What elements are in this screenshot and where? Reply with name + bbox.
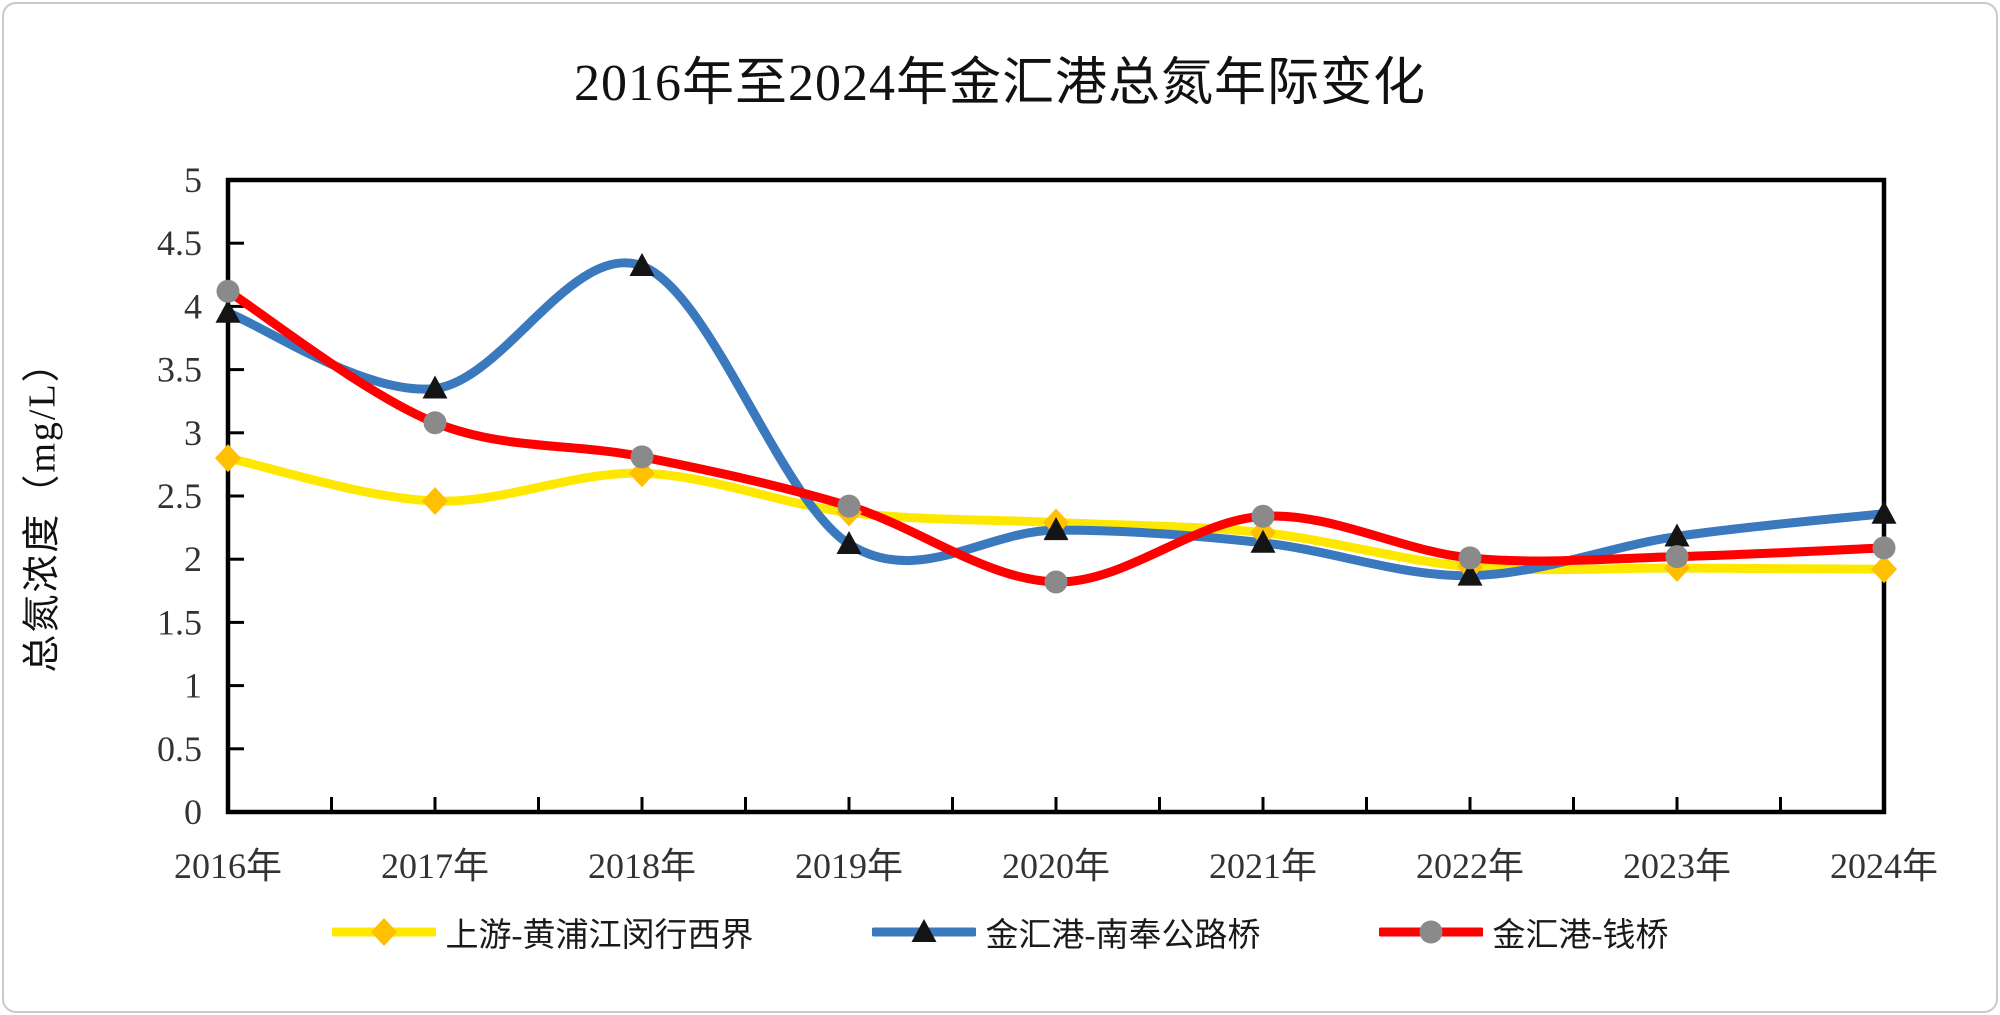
circle-marker bbox=[1458, 546, 1482, 570]
triangle-marker bbox=[1664, 523, 1690, 547]
triangle-marker bbox=[1871, 500, 1897, 524]
circle-marker bbox=[630, 445, 654, 469]
x-tick-label: 2023年 bbox=[1623, 846, 1731, 886]
y-tick-label: 2.5 bbox=[157, 476, 202, 516]
legend-item: 金汇港-南奉公路桥 bbox=[871, 908, 1261, 956]
diamond-marker bbox=[1871, 555, 1897, 584]
legend-swatch-diamond bbox=[331, 918, 436, 946]
triangle-marker bbox=[1043, 517, 1069, 541]
x-tick-label: 2019年 bbox=[795, 846, 903, 886]
x-tick-label: 2022年 bbox=[1416, 846, 1524, 886]
y-tick-label: 1 bbox=[184, 666, 202, 706]
triangle-marker bbox=[422, 375, 448, 399]
y-tick-label: 3 bbox=[184, 413, 202, 453]
y-tick-label: 3.5 bbox=[157, 350, 202, 390]
diamond-marker bbox=[422, 487, 448, 516]
legend-label: 上游-黄浦江闵行西界 bbox=[445, 918, 754, 954]
y-tick-label: 4.5 bbox=[157, 223, 202, 263]
circle-marker-icon bbox=[1419, 920, 1442, 944]
y-tick-label: 2 bbox=[184, 539, 202, 579]
legend-swatch-triangle bbox=[871, 919, 976, 942]
x-tick-label: 2016年 bbox=[174, 846, 282, 886]
legend-label: 金汇港-南奉公路桥 bbox=[985, 918, 1261, 954]
triangle-marker-icon bbox=[911, 919, 936, 942]
circle-marker bbox=[216, 279, 240, 303]
legend-swatch-circle bbox=[1378, 920, 1483, 944]
triangle-marker bbox=[1457, 562, 1483, 586]
circle-marker bbox=[1251, 504, 1275, 528]
triangle-marker bbox=[1250, 529, 1276, 553]
legend-item: 上游-黄浦江闵行西界 bbox=[331, 908, 754, 956]
legend: 上游-黄浦江闵行西界 金汇港-南奉公路桥 金汇港-钱桥 bbox=[0, 908, 2000, 956]
circle-marker bbox=[1665, 545, 1689, 569]
x-tick-label: 2021年 bbox=[1209, 846, 1317, 886]
y-tick-label: 0 bbox=[184, 792, 202, 832]
circle-marker bbox=[1872, 536, 1896, 560]
circle-marker bbox=[423, 411, 447, 435]
legend-label: 金汇港-钱桥 bbox=[1492, 918, 1669, 954]
x-tick-label: 2017年 bbox=[381, 846, 489, 886]
x-tick-label: 2020年 bbox=[1002, 846, 1110, 886]
chart-title: 2016年至2024年金汇港总氮年际变化 bbox=[573, 55, 1426, 112]
diamond-marker-icon bbox=[370, 918, 397, 946]
y-tick-label: 5 bbox=[184, 160, 202, 200]
triangle-marker bbox=[215, 299, 241, 323]
plot-border bbox=[225, 177, 1887, 815]
circle-marker bbox=[837, 494, 861, 518]
circle-marker bbox=[1044, 570, 1068, 594]
x-tick-label: 2024年 bbox=[1830, 846, 1938, 886]
diamond-marker bbox=[215, 444, 241, 473]
triangle-marker bbox=[629, 252, 655, 276]
legend-item: 金汇港-钱桥 bbox=[1378, 908, 1669, 956]
y-tick-label: 1.5 bbox=[157, 602, 202, 642]
x-tick-label: 2018年 bbox=[588, 846, 696, 886]
y-tick-label: 4 bbox=[184, 286, 202, 326]
y-tick-label: 0.5 bbox=[157, 729, 202, 769]
triangle-marker bbox=[836, 531, 862, 555]
